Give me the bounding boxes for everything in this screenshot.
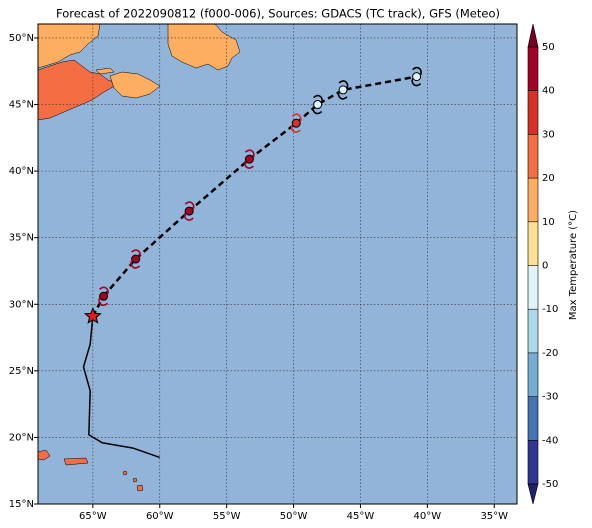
forecast-point <box>313 100 323 110</box>
cyclone-arms <box>411 66 422 87</box>
colorbar-tick-label: 20 <box>542 173 555 184</box>
land-cape-breton <box>109 71 161 99</box>
x-tick-label: 50°W <box>280 511 308 522</box>
colorbar-tick-label: -40 <box>542 435 558 446</box>
y-tick-label: 20°N <box>9 432 34 443</box>
colorbar-tick-label: -10 <box>542 304 558 315</box>
colorbar-tick-label: 10 <box>542 217 555 228</box>
cyclone-arms <box>244 149 255 169</box>
colorbar-bin <box>528 178 538 222</box>
colorbar-bin <box>528 396 538 441</box>
forecast-point <box>131 254 141 264</box>
cyclone-arms <box>290 113 302 133</box>
colorbar-extend-low <box>527 483 539 505</box>
x-tick-label: 45°W <box>347 511 375 522</box>
chart-title: Forecast of 2022090812 (f000-006), Sourc… <box>56 7 500 21</box>
forecast-point <box>291 118 301 128</box>
x-tick-label: 55°W <box>213 511 241 522</box>
forecast-point <box>412 72 422 82</box>
y-tick-label: 40°N <box>9 166 34 177</box>
land-newfoundland <box>167 24 241 71</box>
forecast-point <box>184 206 194 216</box>
y-tick-label: 30°N <box>9 299 34 310</box>
forecast-point <box>338 85 348 95</box>
y-tick-label: 35°N <box>9 233 34 244</box>
colorbar-tick-label: -30 <box>542 392 558 403</box>
forecast-point <box>99 291 109 301</box>
current-position <box>83 306 102 324</box>
land-hispaniola <box>38 449 51 461</box>
forecast-point <box>244 154 254 164</box>
colorbar-bin <box>528 90 538 135</box>
colorbar-bin <box>528 352 538 397</box>
land <box>38 24 241 492</box>
y-tick-label: 25°N <box>9 366 34 377</box>
cyclone-arms <box>98 286 109 306</box>
colorbar-bin <box>528 134 538 179</box>
y-tick-label: 45°N <box>9 100 34 111</box>
y-tick-label: 50°N <box>9 33 34 44</box>
colorbar-tick-label: 30 <box>542 129 555 140</box>
land-puerto-rico <box>63 457 89 466</box>
past-track <box>82 316 161 459</box>
cyclone-arms <box>312 94 323 115</box>
y-tick-label: 15°N <box>9 499 34 510</box>
marks <box>82 66 422 459</box>
colorbar-tick-label: 0 <box>542 261 548 272</box>
x-tick-label: 65°W <box>79 511 107 522</box>
colorbar-extend-high <box>527 23 539 48</box>
x-tick-label: 40°W <box>414 511 442 522</box>
map-frame <box>37 23 518 505</box>
colorbar-bin <box>528 265 538 310</box>
colorbar-tick-label: 50 <box>542 42 555 53</box>
colorbar-tick-label: -50 <box>542 479 558 490</box>
x-tick-label: 35°W <box>480 511 508 522</box>
land-mainland <box>38 24 101 69</box>
colorbar-bin <box>528 221 538 266</box>
colorbar-tick-label: 40 <box>542 86 555 97</box>
colorbar-bin <box>528 47 538 91</box>
cyclone-arms <box>337 80 349 100</box>
x-tick-label: 60°W <box>146 511 174 522</box>
colorbar-tick-label: -20 <box>542 348 558 359</box>
land-islands <box>122 470 144 492</box>
colorbar-bin <box>528 309 538 353</box>
cyclone-arms <box>183 201 195 221</box>
cyclone-arms <box>130 249 141 269</box>
land-pei <box>95 67 115 75</box>
ocean <box>38 24 517 504</box>
colorbar-label: Max Temperature (°C) <box>568 210 579 320</box>
colorbar-bin <box>528 440 538 484</box>
